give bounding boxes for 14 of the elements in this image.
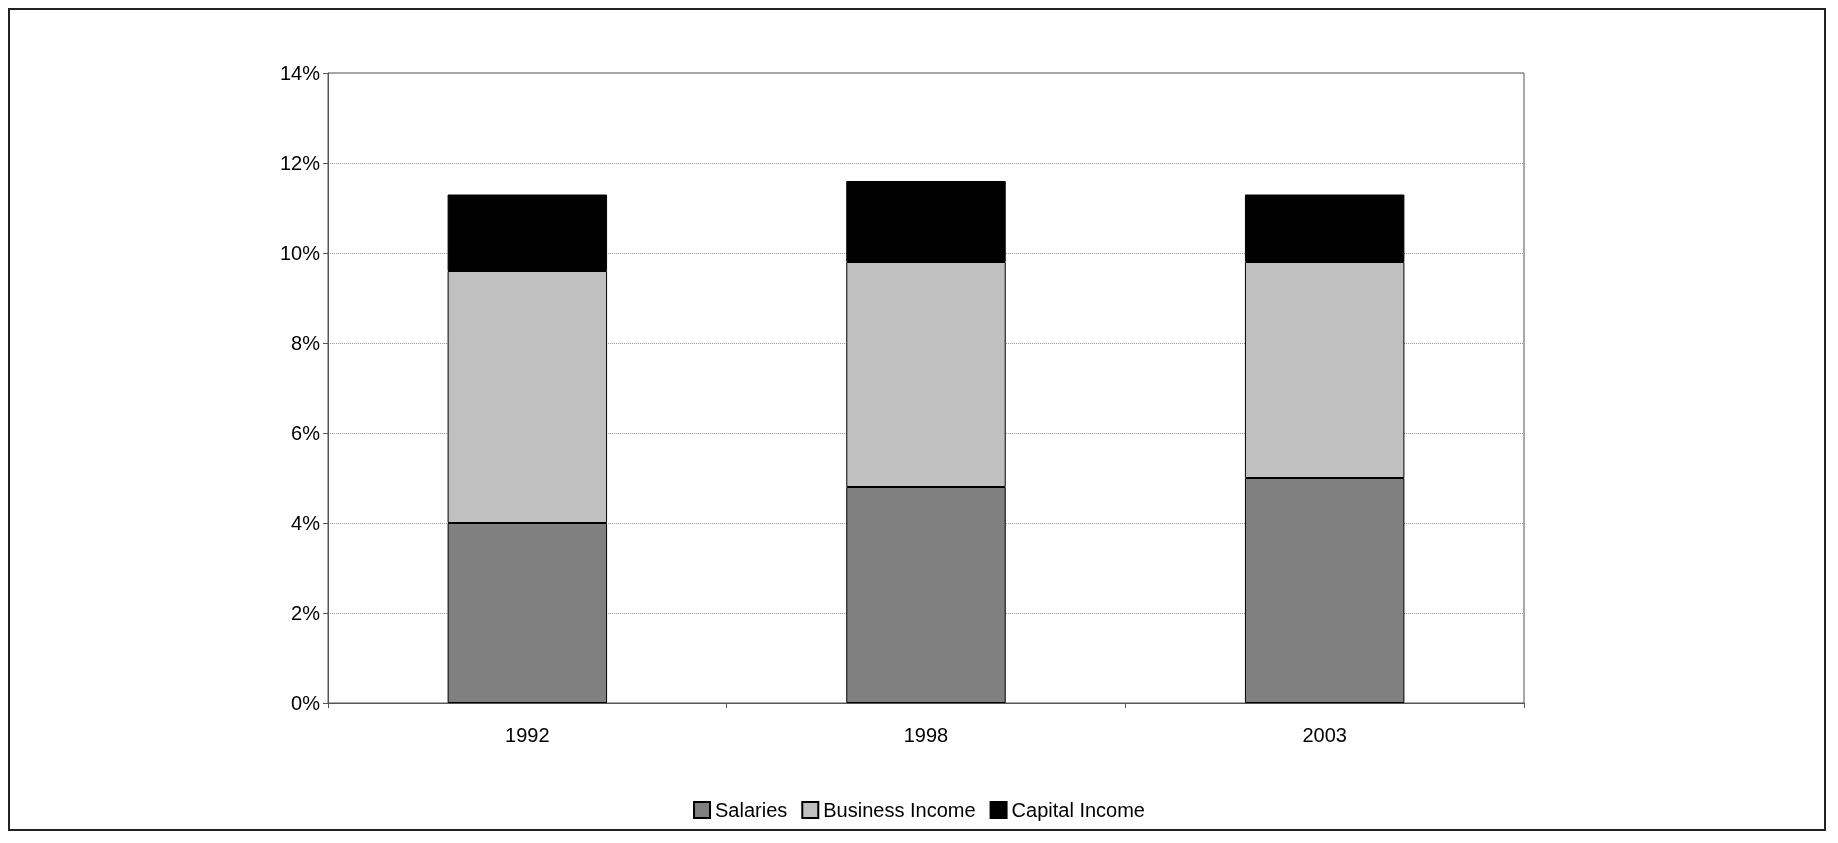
x-tick-label: 2003 [1302, 724, 1347, 746]
x-tick-label: 1998 [903, 724, 949, 746]
y-tick-label: 12% [279, 152, 321, 174]
y-tick-label: 6% [291, 422, 321, 444]
y-tick-label: 10% [279, 242, 321, 264]
y-tick-label: 2% [291, 602, 321, 624]
y-tick-label: 0% [291, 692, 321, 714]
y-tick-label: 4% [291, 512, 321, 534]
legend-label: Salaries [715, 799, 788, 821]
x-tick-label: 1992 [505, 724, 550, 746]
y-tick-label: 14% [279, 62, 321, 84]
legend-label: Business Income [823, 799, 976, 821]
legend-label: Capital Income [1011, 799, 1145, 821]
y-tick-label: 8% [291, 332, 321, 354]
